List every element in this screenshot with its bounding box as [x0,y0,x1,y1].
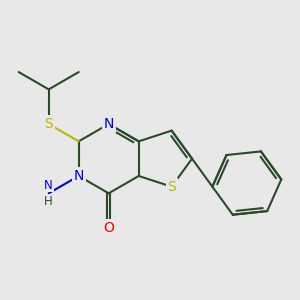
Text: O: O [103,221,114,235]
Text: N: N [74,169,84,183]
Text: S: S [167,180,176,194]
Text: N: N [44,178,53,192]
Text: S: S [44,117,53,131]
Text: N: N [103,117,114,131]
Text: N: N [103,117,114,131]
Text: H: H [44,195,53,208]
Text: N: N [74,169,84,183]
